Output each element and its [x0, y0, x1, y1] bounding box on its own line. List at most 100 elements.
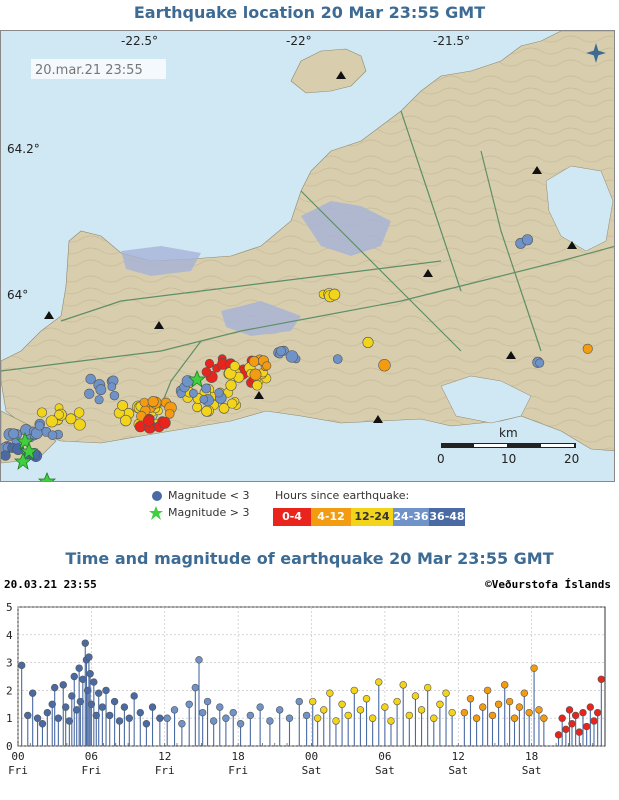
quake-point — [236, 720, 245, 728]
quake-point — [586, 703, 595, 711]
quake-point — [525, 708, 533, 717]
quake-dot — [74, 407, 85, 418]
lat-label-2: 64° — [7, 288, 28, 302]
quake-point — [568, 720, 576, 728]
quake-dot — [218, 403, 230, 414]
quake-dot — [332, 354, 343, 364]
quake-dot — [378, 359, 391, 372]
x-tick-hour: 00 — [11, 750, 24, 763]
quake-point — [115, 717, 124, 725]
seismic-stations — [44, 71, 577, 423]
quake-point — [185, 700, 193, 709]
quake-point — [61, 703, 70, 711]
land-peninsula-north — [290, 48, 367, 94]
y-tick-label: 3 — [6, 657, 13, 670]
large-quake-star — [19, 441, 39, 461]
quake-point — [191, 683, 200, 692]
quake-point — [460, 708, 469, 717]
legend-hours-title: Hours since earthquake: — [275, 489, 410, 502]
quake-dot — [1, 450, 11, 461]
scale-tick-0: 0 — [437, 452, 445, 466]
quake-point — [405, 711, 414, 720]
quake-point — [350, 686, 359, 695]
quake-dot — [201, 367, 212, 377]
quake-point — [142, 720, 151, 728]
quake-point — [302, 711, 311, 720]
quake-point — [356, 706, 365, 714]
lon-label-3: -21.5° — [433, 34, 470, 48]
quake-point — [411, 692, 420, 700]
quake-point — [436, 700, 444, 709]
quake-point — [488, 711, 497, 720]
x-tick-day: Fri — [155, 764, 175, 777]
quake-dot — [249, 368, 262, 381]
x-tick-day: Sat — [375, 764, 395, 777]
quake-point — [571, 711, 580, 720]
quake-point — [423, 683, 432, 692]
quake-dot — [45, 415, 58, 428]
map-timestamp: 20.mar.21 23:55 — [35, 63, 143, 78]
quake-point — [362, 695, 371, 703]
quake-point — [479, 703, 487, 711]
quake-dot — [521, 234, 534, 246]
quake-point — [24, 711, 32, 720]
road-network — [1, 110, 614, 432]
lava-field-1 — [301, 201, 391, 256]
earthquake-map[interactable]: -22.5° -22° -21.5° 64.2° 64° 20.mar.21 2… — [0, 30, 615, 482]
quake-point — [222, 714, 230, 722]
legend-mag-large: Magnitude > 3 — [168, 506, 250, 519]
quake-dot — [147, 396, 159, 408]
quake-point — [530, 664, 538, 672]
quake-point — [338, 700, 346, 709]
quake-point — [590, 717, 598, 725]
x-tick-hour: 18 — [232, 750, 245, 763]
large-quake-star — [37, 471, 57, 481]
quake-point — [50, 683, 59, 692]
small-quake-marker-icon — [152, 491, 162, 501]
scale-unit: km — [499, 426, 518, 440]
quake-point — [320, 706, 328, 714]
quake-dot — [188, 388, 198, 398]
x-tick-day: Fri — [228, 764, 248, 777]
quake-dot — [107, 382, 117, 392]
hours-bin-24-36: 24-36 — [393, 508, 429, 526]
quake-point — [399, 681, 407, 689]
quake-point — [483, 686, 492, 695]
map-canvas: -22.5° -22° -21.5° 64.2° 64° 20.mar.21 2… — [1, 31, 614, 482]
large-quake-star — [187, 369, 207, 389]
quake-point — [285, 714, 294, 722]
quake-point — [43, 708, 52, 717]
quake-point — [368, 714, 377, 722]
map-legend: Magnitude < 3 Magnitude > 3 Hours since … — [0, 486, 619, 526]
quake-dots[interactable] — [1, 234, 593, 482]
scale-tick-20: 20 — [564, 452, 579, 466]
quake-point — [178, 720, 186, 728]
quake-dot — [199, 394, 209, 404]
quake-point — [256, 703, 264, 711]
quake-point — [98, 703, 107, 711]
quake-point — [81, 639, 89, 647]
quake-point — [442, 689, 450, 697]
x-tick-day: Sat — [448, 764, 468, 777]
quake-point — [85, 653, 93, 661]
y-tick-label: 1 — [6, 712, 13, 725]
quake-point — [136, 708, 144, 717]
quake-point — [110, 697, 119, 706]
quake-point — [393, 697, 401, 706]
quake-dot — [214, 388, 224, 398]
quake-point — [76, 697, 85, 706]
quake-point — [92, 711, 100, 720]
quake-point — [246, 711, 255, 720]
x-tick-day: Fri — [8, 764, 28, 777]
quake-dot — [36, 407, 47, 418]
quake-point — [582, 722, 591, 731]
quake-point — [54, 714, 63, 722]
quake-dot — [84, 388, 95, 399]
quake-point — [313, 714, 322, 722]
quake-point — [28, 689, 37, 697]
quake-point — [198, 708, 207, 717]
x-tick-hour: 12 — [452, 750, 465, 763]
y-tick-label: 4 — [6, 629, 13, 642]
star-icon — [149, 506, 163, 520]
quake-point — [102, 686, 110, 695]
